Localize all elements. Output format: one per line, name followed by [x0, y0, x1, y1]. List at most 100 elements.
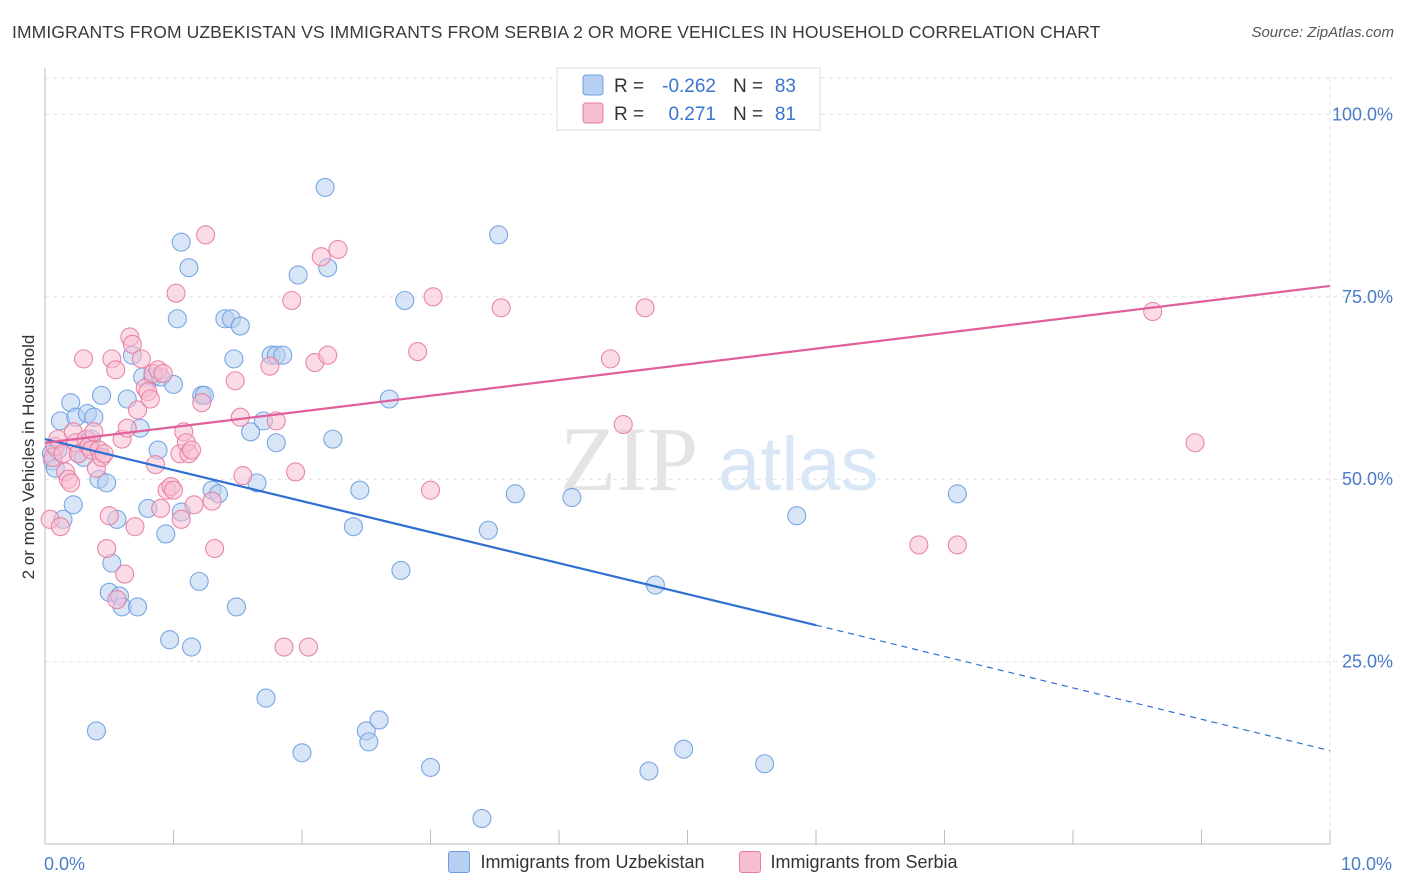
watermark-atlas: atlas	[718, 422, 879, 507]
point-series-1-72	[423, 287, 443, 307]
point-series-0-76	[562, 487, 582, 508]
y-tick-label-1: 50.0%	[1342, 469, 1393, 489]
point-series-1-51	[181, 440, 202, 460]
point-series-0-60	[315, 177, 335, 197]
trend-line-dashed-series-0	[815, 624, 1331, 752]
point-series-1-76	[635, 298, 655, 318]
legend-label-uzbekistan: Immigrants from Uzbekistan	[480, 851, 705, 872]
point-series-1-31	[125, 517, 145, 537]
point-series-1-8	[61, 473, 81, 493]
point-series-0-80	[755, 754, 775, 774]
point-series-1-25	[107, 590, 127, 610]
point-series-1-21	[97, 538, 117, 559]
point-series-1-64	[286, 462, 306, 482]
point-series-0-7	[63, 495, 83, 515]
point-series-0-57	[273, 345, 293, 365]
point-series-0-70	[420, 757, 441, 777]
point-series-1-47	[171, 509, 191, 529]
point-series-1-32	[127, 400, 148, 420]
point-series-1-61	[266, 411, 286, 431]
point-series-0-73	[478, 520, 498, 540]
point-series-1-55	[202, 491, 222, 511]
legend-r-value-1: -0.262	[662, 76, 716, 97]
point-series-1-12	[74, 349, 94, 369]
point-series-0-53	[256, 688, 276, 708]
watermark: ZIP atlas	[560, 408, 879, 510]
point-series-1-60	[260, 356, 280, 376]
legend-n-value-1: 83	[775, 76, 796, 97]
point-series-1-69	[328, 239, 348, 259]
point-series-1-78	[947, 535, 967, 555]
swatch-serbia	[738, 851, 761, 873]
point-series-0-33	[160, 630, 180, 650]
legend: R = -0.262 N = 83 R = 0.271 N = 81	[556, 67, 821, 131]
point-series-1-44	[163, 480, 184, 500]
trend-line-series-0	[44, 438, 817, 627]
tick-labels: 25.0% 50.0% 75.0% 100.0% 0.0% 10.0%	[44, 104, 1393, 874]
point-series-0-14	[86, 721, 106, 741]
point-series-0-81	[787, 506, 807, 526]
point-series-1-22	[99, 506, 119, 526]
legend-item-serbia: Immigrants from Serbia	[738, 851, 958, 873]
point-series-1-52	[184, 495, 204, 515]
legend-r-label-2: R =	[614, 104, 644, 125]
point-series-1-75	[613, 414, 633, 435]
point-series-1-70	[408, 342, 428, 362]
y-tick-label-2: 75.0%	[1342, 287, 1393, 307]
point-series-1-30	[122, 334, 142, 354]
point-series-0-69	[391, 560, 411, 580]
point-series-1-53	[192, 393, 212, 413]
point-series-0-49	[230, 316, 250, 336]
point-series-0-72	[472, 808, 492, 829]
point-series-0-37	[171, 232, 191, 252]
legend-n-label-1: N =	[733, 76, 763, 97]
point-series-0-59	[292, 743, 312, 763]
point-series-0-50	[241, 422, 261, 442]
x-tick-label-right: 10.0%	[1341, 854, 1392, 874]
point-series-1-57	[225, 371, 245, 391]
y-tick-label-3: 100.0%	[1332, 104, 1393, 124]
point-series-0-67	[369, 710, 389, 730]
bottom-legend: Immigrants from Uzbekistan Immigrants fr…	[0, 851, 1406, 873]
y-axis-label: 2 or more Vehicles in Household	[19, 335, 38, 580]
legend-r-label-1: R =	[614, 76, 644, 97]
point-series-1-54	[196, 225, 216, 245]
legend-label-serbia: Immigrants from Serbia	[770, 851, 958, 872]
point-series-1-36	[140, 389, 160, 409]
point-series-1-62	[274, 637, 294, 657]
point-series-1-73	[491, 298, 511, 318]
point-series-1-41	[153, 363, 173, 384]
point-series-0-40	[189, 571, 209, 591]
point-series-0-71	[395, 290, 415, 311]
point-series-1-45	[166, 283, 186, 303]
source-label: Source: ZipAtlas.com	[1251, 24, 1394, 41]
legend-item-uzbekistan: Immigrants from Uzbekistan	[448, 851, 705, 873]
point-series-0-74	[489, 225, 509, 245]
point-series-0-39	[181, 637, 202, 657]
point-series-0-16	[91, 385, 112, 405]
chart-title: IMMIGRANTS FROM UZBEKISTAN VS IMMIGRANTS…	[12, 22, 1101, 42]
point-series-0-62	[323, 429, 343, 449]
point-series-1-27	[115, 564, 135, 584]
point-series-1-65	[298, 637, 318, 657]
point-series-0-58	[288, 265, 308, 285]
point-series-1-56	[205, 538, 225, 559]
point-series-0-38	[179, 258, 199, 278]
data-points	[40, 177, 1205, 829]
point-series-0-75	[505, 484, 525, 504]
point-series-0-79	[674, 739, 694, 759]
point-series-0-82	[947, 484, 967, 504]
swatch-uzbekistan	[448, 851, 471, 873]
point-series-1-77	[909, 535, 929, 555]
legend-swatch-serbia	[582, 102, 604, 124]
point-series-1-33	[131, 349, 151, 369]
point-series-1-40	[151, 498, 171, 518]
point-series-0-77	[639, 761, 659, 781]
legend-swatch-uzbekistan	[582, 74, 604, 96]
point-series-0-66	[359, 732, 379, 752]
point-series-0-48	[226, 597, 247, 617]
point-series-0-64	[350, 480, 370, 500]
trend-lines	[44, 284, 1331, 752]
point-series-0-56	[266, 433, 286, 453]
